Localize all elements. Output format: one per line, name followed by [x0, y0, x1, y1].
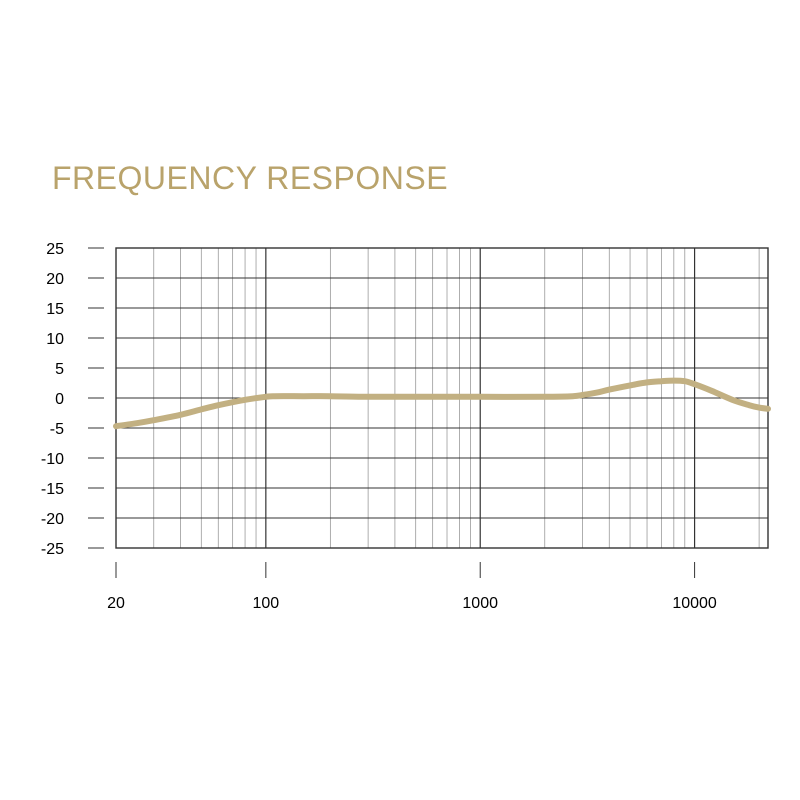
x-axis: 20 100 1000 10000	[107, 562, 717, 612]
y-tick-label: -15	[41, 481, 64, 498]
response-curve	[113, 377, 771, 430]
y-tick-label: 5	[55, 361, 64, 378]
y-tick-label: -10	[41, 451, 64, 468]
x-tick-label: 20	[107, 595, 125, 612]
y-tick-label: 10	[46, 331, 64, 348]
x-tick-label: 10000	[672, 595, 717, 612]
y-tick-label: 25	[46, 241, 64, 258]
y-tick-label: -5	[50, 421, 64, 438]
chart-title: FREQUENCY RESPONSE	[52, 160, 449, 196]
plot-frame	[115, 247, 769, 549]
y-tick-label: -25	[41, 541, 64, 558]
x-tick-label: 1000	[462, 595, 498, 612]
y-tick-label: 0	[55, 391, 64, 408]
y-tick-label: 15	[46, 301, 64, 318]
y-tick-label: 20	[46, 271, 64, 288]
y-tick-label: -20	[41, 511, 64, 528]
y-axis: 25 20 15 10 5 0 -5 -10 -15 -20 -25	[41, 241, 104, 558]
x-tick-label: 100	[252, 595, 279, 612]
